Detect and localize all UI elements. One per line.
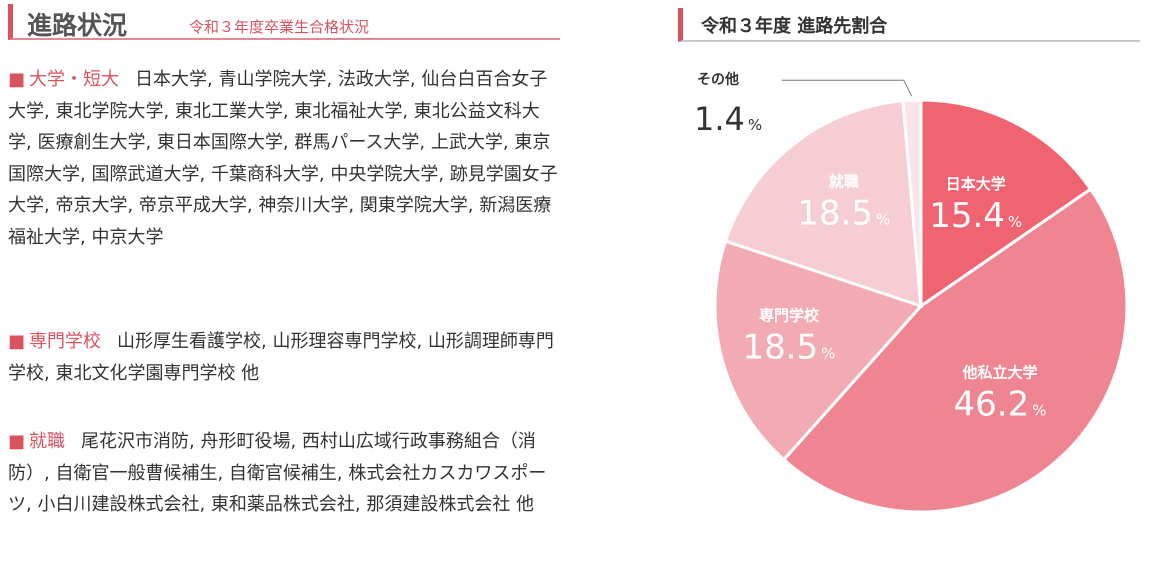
- slice-label: 日本大学: [946, 175, 1006, 193]
- category-label: 大学・短大: [29, 69, 120, 90]
- university-section: ■ 大学・短大 日本大学, 青山学院大学, 法政大学, 仙台白百合女子大学, 東北学…: [8, 64, 560, 253]
- slice-label: 他私立大学: [962, 364, 1038, 382]
- category-list: 山形厚生看護学校, 山形理容専門学校, 山形調理師専門学校, 東北文化学園専門学…: [8, 331, 554, 384]
- slice-label: 専門学校: [759, 306, 820, 324]
- pie-slice: [723, 99, 923, 309]
- square-bullet-icon: ■: [8, 331, 26, 352]
- category-label: 専門学校: [29, 331, 102, 352]
- slice-label: その他: [697, 71, 739, 88]
- chart-title: 令和３年度 進路先割合: [701, 16, 888, 37]
- slice-value-label: 1.4%: [694, 100, 762, 138]
- page-title: 進路状況: [27, 11, 128, 40]
- square-bullet-icon: ■: [8, 69, 26, 90]
- employment-section: ■ 就職 尾花沢市消防, 舟形町役場, 西村山広域行政事務組合（消防）, 自衛官一般…: [8, 426, 560, 521]
- vocational-section: ■ 専門学校 山形厚生看護学校, 山形理容専門学校, 山形調理師専門学校, 東北文化…: [8, 326, 560, 389]
- pie-slice: [713, 239, 924, 462]
- slice-label: 就職: [829, 172, 859, 190]
- chart-header: 令和３年度 進路先割合: [678, 8, 1140, 42]
- page-subtitle: 令和３年度卒業生合格状況: [189, 18, 370, 36]
- category-list: 日本大学, 青山学院大学, 法政大学, 仙台白百合女子大学, 東北学院大学, 東…: [8, 69, 558, 248]
- category-list: 尾花沢市消防, 舟形町役場, 西村山広域行政事務組合（消防）, 自衛官一般曹候補…: [8, 431, 547, 515]
- square-bullet-icon: ■: [8, 431, 26, 452]
- leader-line: [781, 79, 913, 97]
- section-header: 進路状況 令和３年度卒業生合格状況: [8, 4, 560, 40]
- career-status-panel: 進路状況 令和３年度卒業生合格状況 ■ 大学・短大 日本大学, 青山学院大学, 法政…: [0, 0, 560, 563]
- pie-slice: [901, 98, 923, 307]
- category-label: 就職: [29, 431, 66, 452]
- pie-slice: [919, 98, 1093, 309]
- pie-slice: [781, 187, 1129, 514]
